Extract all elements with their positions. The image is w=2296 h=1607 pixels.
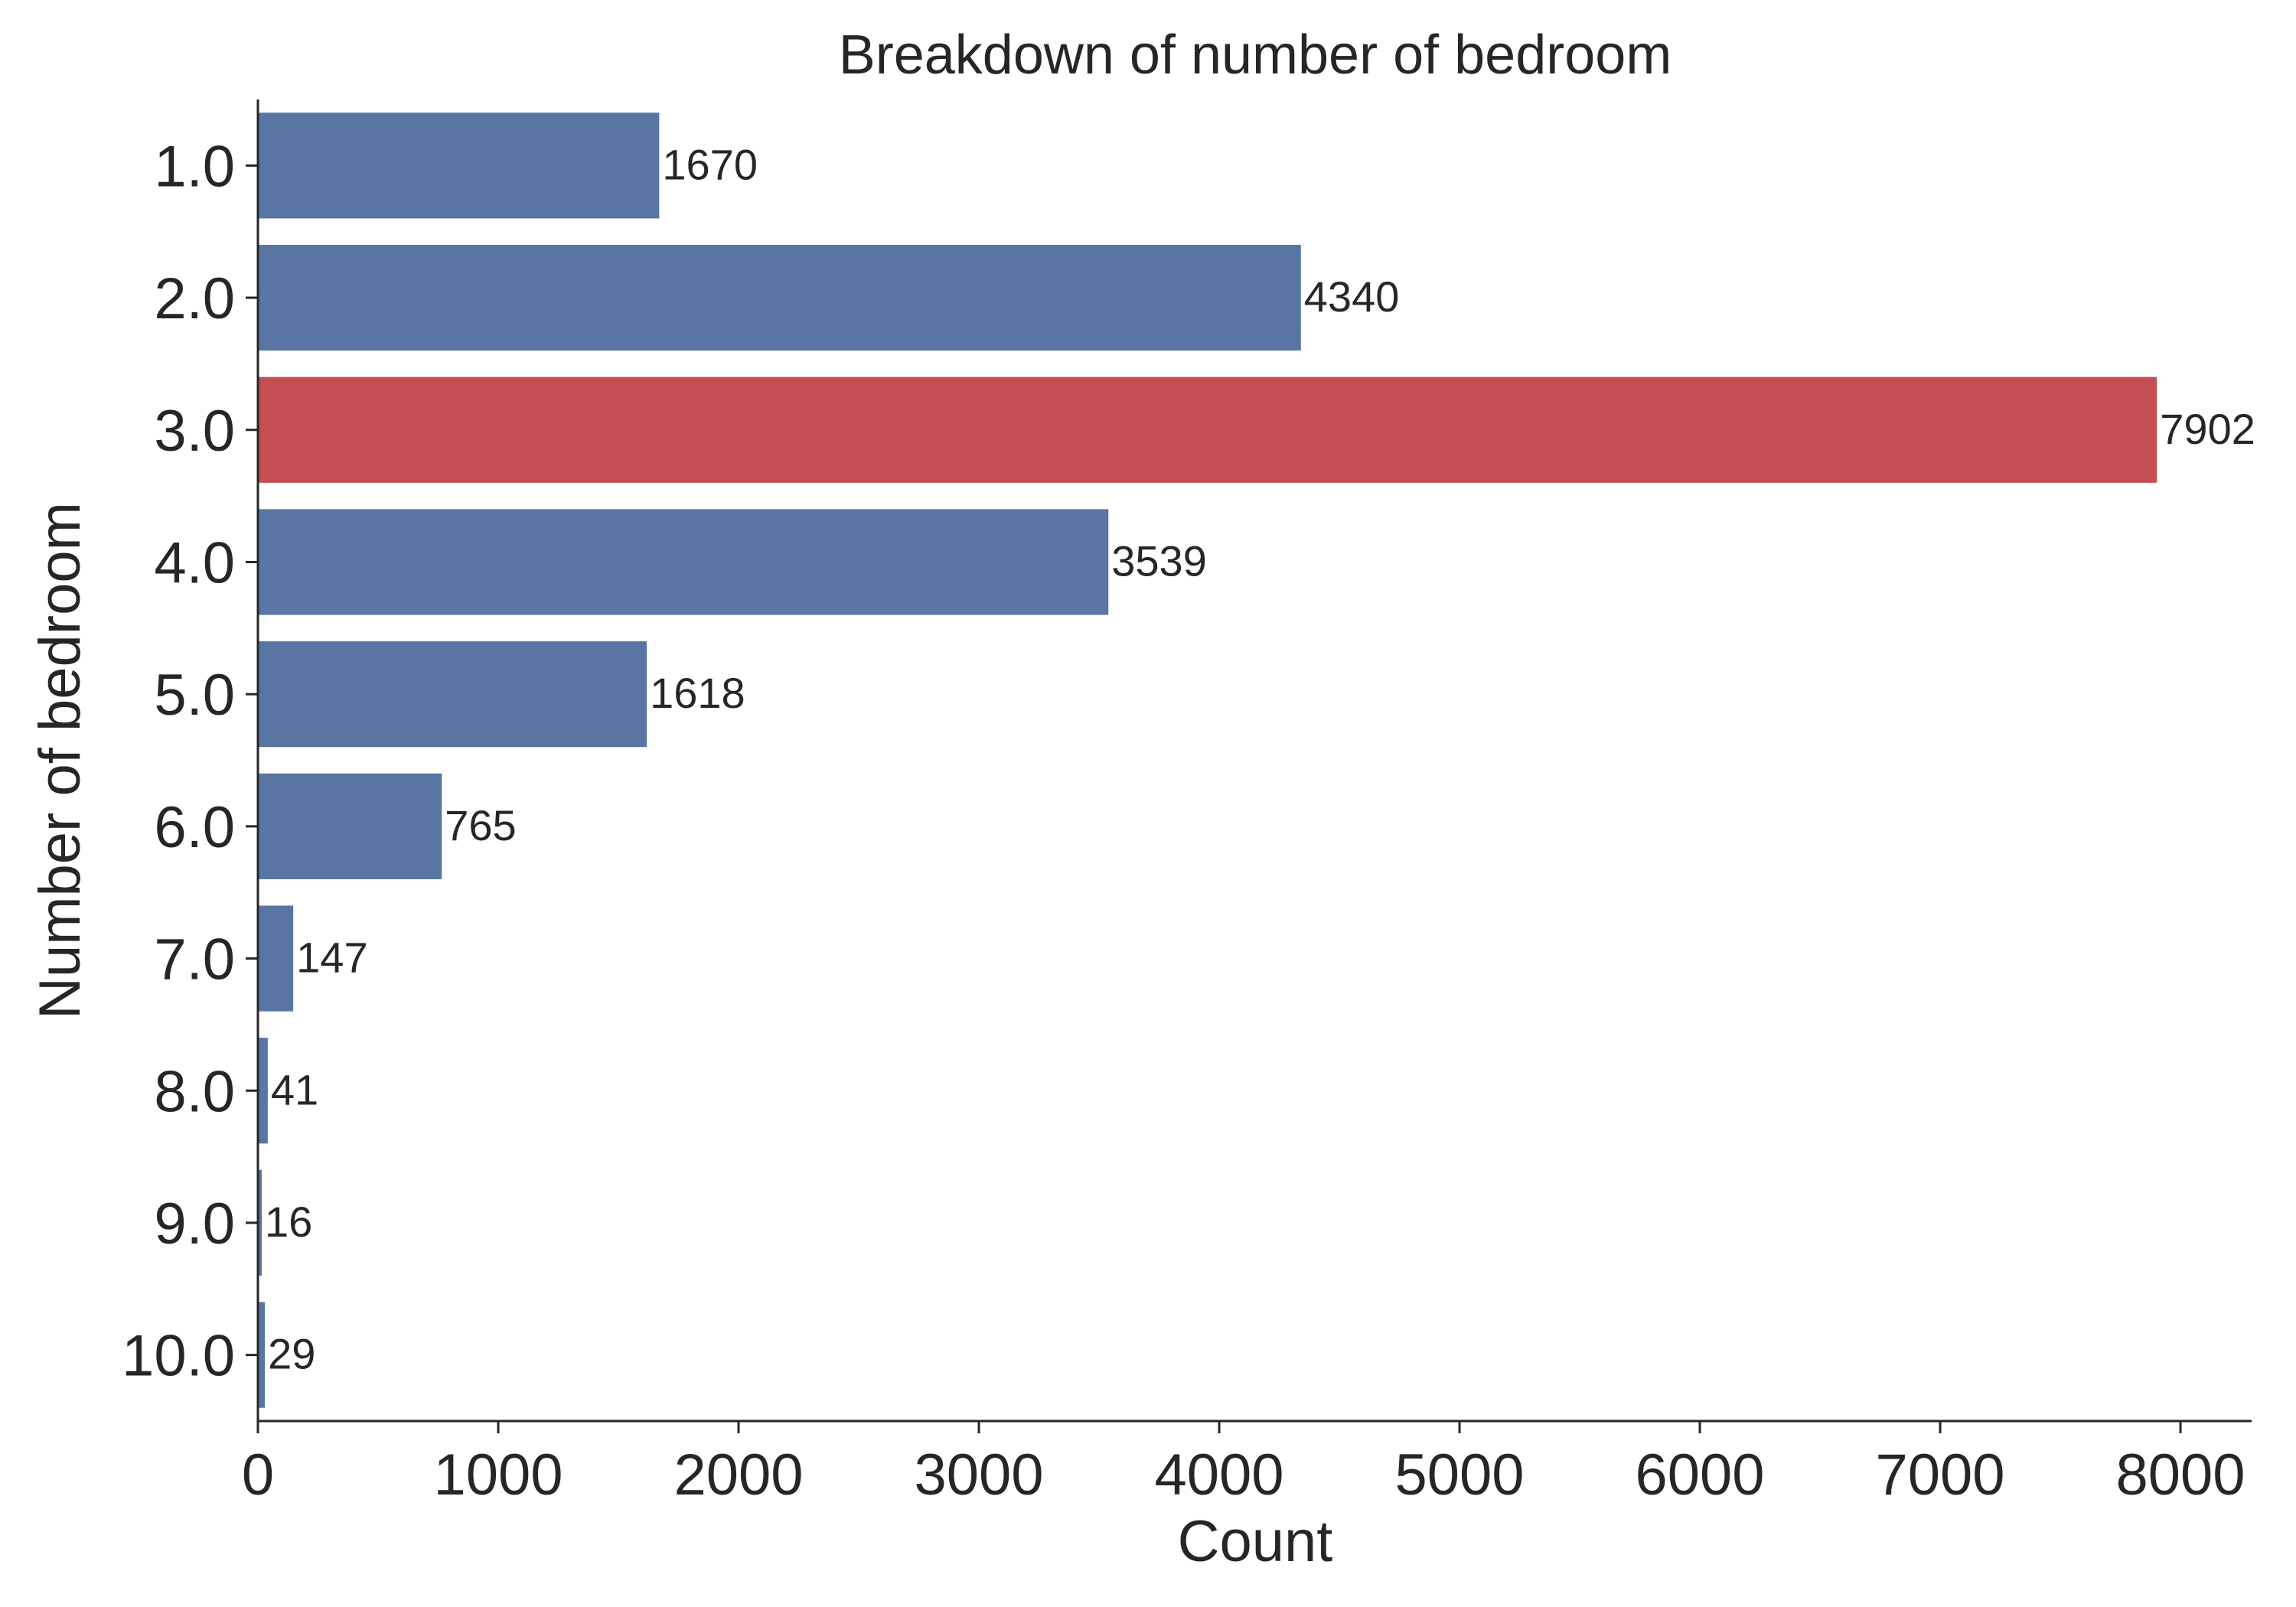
y-tick-label-2.0: 2.0	[154, 266, 235, 331]
y-tick-label-8.0: 8.0	[154, 1059, 235, 1124]
y-tick-label-9.0: 9.0	[154, 1191, 235, 1257]
value-label-5.0: 1618	[650, 669, 745, 717]
x-tick-label-3000: 3000	[914, 1442, 1043, 1508]
x-tick-label-2000: 2000	[673, 1442, 803, 1508]
x-tick-label-7000: 7000	[1876, 1442, 2005, 1508]
bar-6.0	[258, 773, 442, 879]
value-label-9.0: 16	[265, 1198, 312, 1246]
bar-7.0	[258, 905, 294, 1012]
x-axis-label: Count	[1178, 1509, 1333, 1574]
bars-group	[258, 112, 2157, 1408]
x-tick-label-1000: 1000	[433, 1442, 563, 1508]
bar-3.0	[258, 376, 2157, 483]
value-label-10.0: 29	[268, 1330, 315, 1378]
bar-2.0	[258, 244, 1301, 351]
y-axis-ticks: 1.0 2.0 3.0 4.0 5.0 6.0 7.0 8.0 9.0 10.0	[122, 134, 258, 1389]
bar-4.0	[258, 509, 1109, 615]
x-tick-label-6000: 6000	[1636, 1442, 1765, 1508]
value-label-7.0: 147	[296, 934, 367, 982]
value-label-6.0: 765	[445, 801, 516, 849]
bar-1.0	[258, 112, 660, 219]
x-axis-ticks: 0 1000 2000 3000 4000 5000 6000 7000 8000	[242, 1421, 2245, 1508]
y-axis-label: Number of bedroom	[28, 502, 93, 1019]
value-label-3.0: 7902	[2160, 405, 2255, 453]
y-tick-label-5.0: 5.0	[154, 663, 235, 728]
value-labels-group: 1670 4340 7902 3539 1618 765 147 41 16 29	[265, 140, 2255, 1377]
bar-9.0	[258, 1169, 263, 1276]
x-tick-label-5000: 5000	[1394, 1442, 1524, 1508]
value-label-4.0: 3539	[1111, 536, 1207, 585]
chart-title: Breakdown of number of bedroom	[839, 24, 1672, 86]
x-tick-label-4000: 4000	[1154, 1442, 1283, 1508]
value-label-1.0: 1670	[662, 140, 758, 188]
y-tick-label-3.0: 3.0	[154, 399, 235, 464]
bar-10.0	[258, 1302, 266, 1408]
y-tick-label-4.0: 4.0	[154, 530, 235, 595]
y-tick-label-7.0: 7.0	[154, 927, 235, 993]
x-tick-label-0: 0	[242, 1442, 274, 1508]
y-tick-label-1.0: 1.0	[154, 134, 235, 199]
bar-8.0	[258, 1038, 268, 1144]
value-label-2.0: 4340	[1304, 272, 1400, 321]
x-tick-label-8000: 8000	[2116, 1442, 2245, 1508]
y-tick-label-10.0: 10.0	[122, 1324, 235, 1389]
bar-5.0	[258, 641, 647, 748]
value-label-8.0: 41	[271, 1065, 318, 1113]
y-tick-label-6.0: 6.0	[154, 795, 235, 860]
